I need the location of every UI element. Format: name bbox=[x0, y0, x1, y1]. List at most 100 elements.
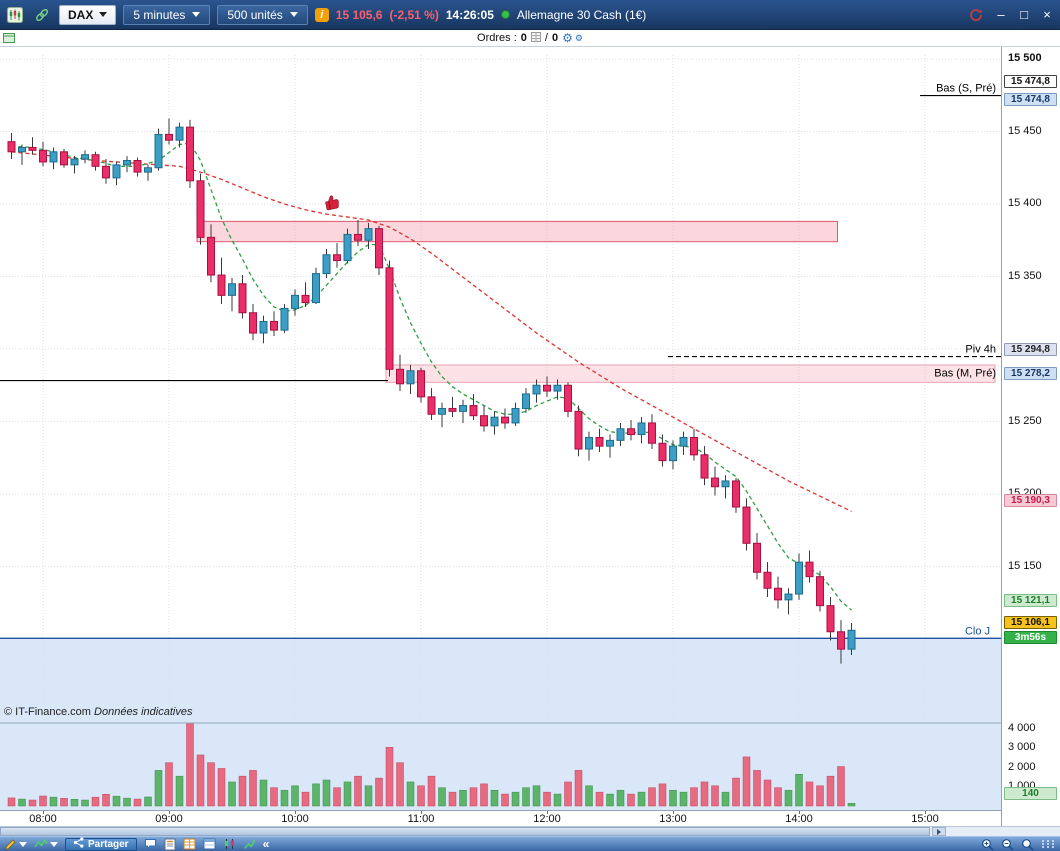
support-zone-lower[interactable] bbox=[385, 364, 996, 383]
drawing-tools-icon[interactable] bbox=[4, 838, 27, 851]
volume-bar bbox=[700, 781, 709, 807]
candle bbox=[39, 149, 47, 163]
link-windows-icon[interactable] bbox=[32, 5, 52, 25]
volume-bar bbox=[238, 775, 247, 807]
gear-small-icon[interactable]: ⚙ bbox=[574, 32, 583, 43]
chart-style-icon[interactable] bbox=[223, 838, 236, 851]
volume-bar bbox=[186, 722, 194, 807]
close-button[interactable]: × bbox=[1043, 6, 1051, 22]
time-tick-label: 15:00 bbox=[911, 813, 939, 825]
candle bbox=[501, 416, 509, 424]
price-badge: 3m56s bbox=[1004, 631, 1057, 645]
volume-bar bbox=[144, 796, 152, 807]
volume-bar bbox=[60, 798, 68, 807]
candle bbox=[81, 154, 89, 160]
candle bbox=[553, 384, 562, 392]
candle bbox=[511, 407, 520, 424]
market-name: Allemagne 30 Cash (1€) bbox=[516, 7, 647, 22]
volume-bar bbox=[553, 793, 562, 807]
volume-bar bbox=[165, 762, 173, 807]
volume-bar bbox=[438, 787, 446, 807]
candle bbox=[364, 228, 373, 241]
volume-bar bbox=[343, 781, 352, 807]
maximize-button[interactable]: □ bbox=[1020, 6, 1028, 22]
comments-icon[interactable] bbox=[144, 838, 157, 851]
chevron-down-icon bbox=[99, 12, 108, 17]
candle bbox=[291, 294, 299, 309]
candle bbox=[301, 294, 310, 304]
grid-dots-icon[interactable] bbox=[1041, 838, 1056, 851]
indicators-icon[interactable] bbox=[34, 838, 58, 851]
time-tick-mark bbox=[421, 811, 422, 814]
volume-bar bbox=[364, 785, 373, 807]
share-button[interactable]: Partager bbox=[65, 837, 137, 851]
level-label: Clo J bbox=[965, 625, 990, 637]
volume-bar bbox=[606, 793, 614, 807]
chevron-down-icon bbox=[50, 841, 58, 847]
units-dropdown[interactable]: 500 unités bbox=[217, 4, 308, 25]
orders-panel-icon[interactable] bbox=[3, 32, 15, 44]
order-book-icon[interactable] bbox=[183, 838, 196, 851]
news-icon[interactable] bbox=[164, 838, 176, 851]
candle bbox=[165, 133, 173, 141]
candle bbox=[280, 307, 289, 331]
time-tick-label: 08:00 bbox=[29, 813, 57, 825]
volume-bar bbox=[322, 779, 331, 807]
volume-bar bbox=[375, 777, 383, 807]
zoom-select-icon[interactable] bbox=[1021, 838, 1034, 851]
volume-bar bbox=[469, 787, 478, 807]
candle bbox=[847, 629, 856, 650]
zoom-out-icon[interactable] bbox=[1001, 838, 1014, 851]
candle bbox=[595, 436, 604, 447]
volume-bar bbox=[637, 791, 646, 807]
scrollbar-thumb[interactable] bbox=[0, 827, 930, 836]
collapse-toolbar-icon[interactable]: « bbox=[262, 836, 270, 851]
volume-bar bbox=[280, 789, 289, 807]
candle bbox=[406, 370, 415, 385]
scrollbar-right-arrow[interactable] bbox=[932, 827, 946, 836]
candle bbox=[490, 416, 499, 427]
gear-icon[interactable]: ⚙ bbox=[562, 31, 573, 45]
volume-bar bbox=[301, 791, 310, 807]
volume-bar bbox=[175, 775, 184, 807]
info-icon[interactable]: i bbox=[314, 7, 329, 22]
candle bbox=[112, 164, 121, 179]
candle bbox=[816, 576, 824, 607]
candle bbox=[175, 126, 184, 141]
time-tick-label: 12:00 bbox=[533, 813, 561, 825]
minimize-button[interactable]: – bbox=[997, 6, 1005, 22]
candle bbox=[385, 267, 394, 370]
instrument-dropdown[interactable]: DAX bbox=[59, 4, 117, 25]
volume-bar bbox=[742, 756, 751, 807]
refresh-icon[interactable] bbox=[966, 5, 986, 25]
watermark-brand: © IT-Finance.com bbox=[4, 706, 91, 718]
time-tick-mark bbox=[169, 811, 170, 814]
volume-bar bbox=[816, 785, 824, 807]
time-tick-label: 10:00 bbox=[281, 813, 309, 825]
volume-bar bbox=[39, 795, 47, 807]
candle bbox=[375, 228, 383, 269]
volume-bar bbox=[490, 789, 499, 807]
resistance-zone-upper[interactable] bbox=[196, 220, 838, 243]
candle bbox=[690, 436, 698, 456]
chart-window-icon[interactable] bbox=[5, 5, 25, 25]
watchlist-icon[interactable] bbox=[203, 838, 216, 851]
zoom-in-icon[interactable] bbox=[981, 838, 994, 851]
price-badge: 15 474,8 bbox=[1004, 74, 1057, 88]
time-axis[interactable]: 08:00 09:00 10:00 11:00 12:00 13:00 14:00 15:00 bbox=[0, 810, 1001, 826]
candle bbox=[438, 407, 446, 415]
volume-bar bbox=[259, 779, 268, 807]
timeframe-dropdown[interactable]: 5 minutes bbox=[123, 4, 211, 25]
volume-bar bbox=[837, 766, 845, 807]
candle bbox=[459, 405, 467, 412]
candle bbox=[18, 146, 26, 153]
price-chart-canvas[interactable]: Bas (S, Pré) Piv 4h Bas (M, Pré) Clo J bbox=[0, 47, 1001, 810]
thumb-up-marker[interactable] bbox=[324, 195, 339, 211]
volume-bar bbox=[669, 789, 677, 807]
candle bbox=[732, 480, 740, 508]
bottom-toolbar: Partager « bbox=[0, 836, 1060, 851]
performance-icon[interactable] bbox=[243, 838, 256, 851]
candle bbox=[249, 312, 257, 334]
orders-list-icon[interactable] bbox=[530, 31, 541, 45]
